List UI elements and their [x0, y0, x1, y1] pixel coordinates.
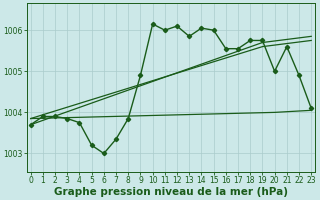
X-axis label: Graphe pression niveau de la mer (hPa): Graphe pression niveau de la mer (hPa) — [54, 187, 288, 197]
